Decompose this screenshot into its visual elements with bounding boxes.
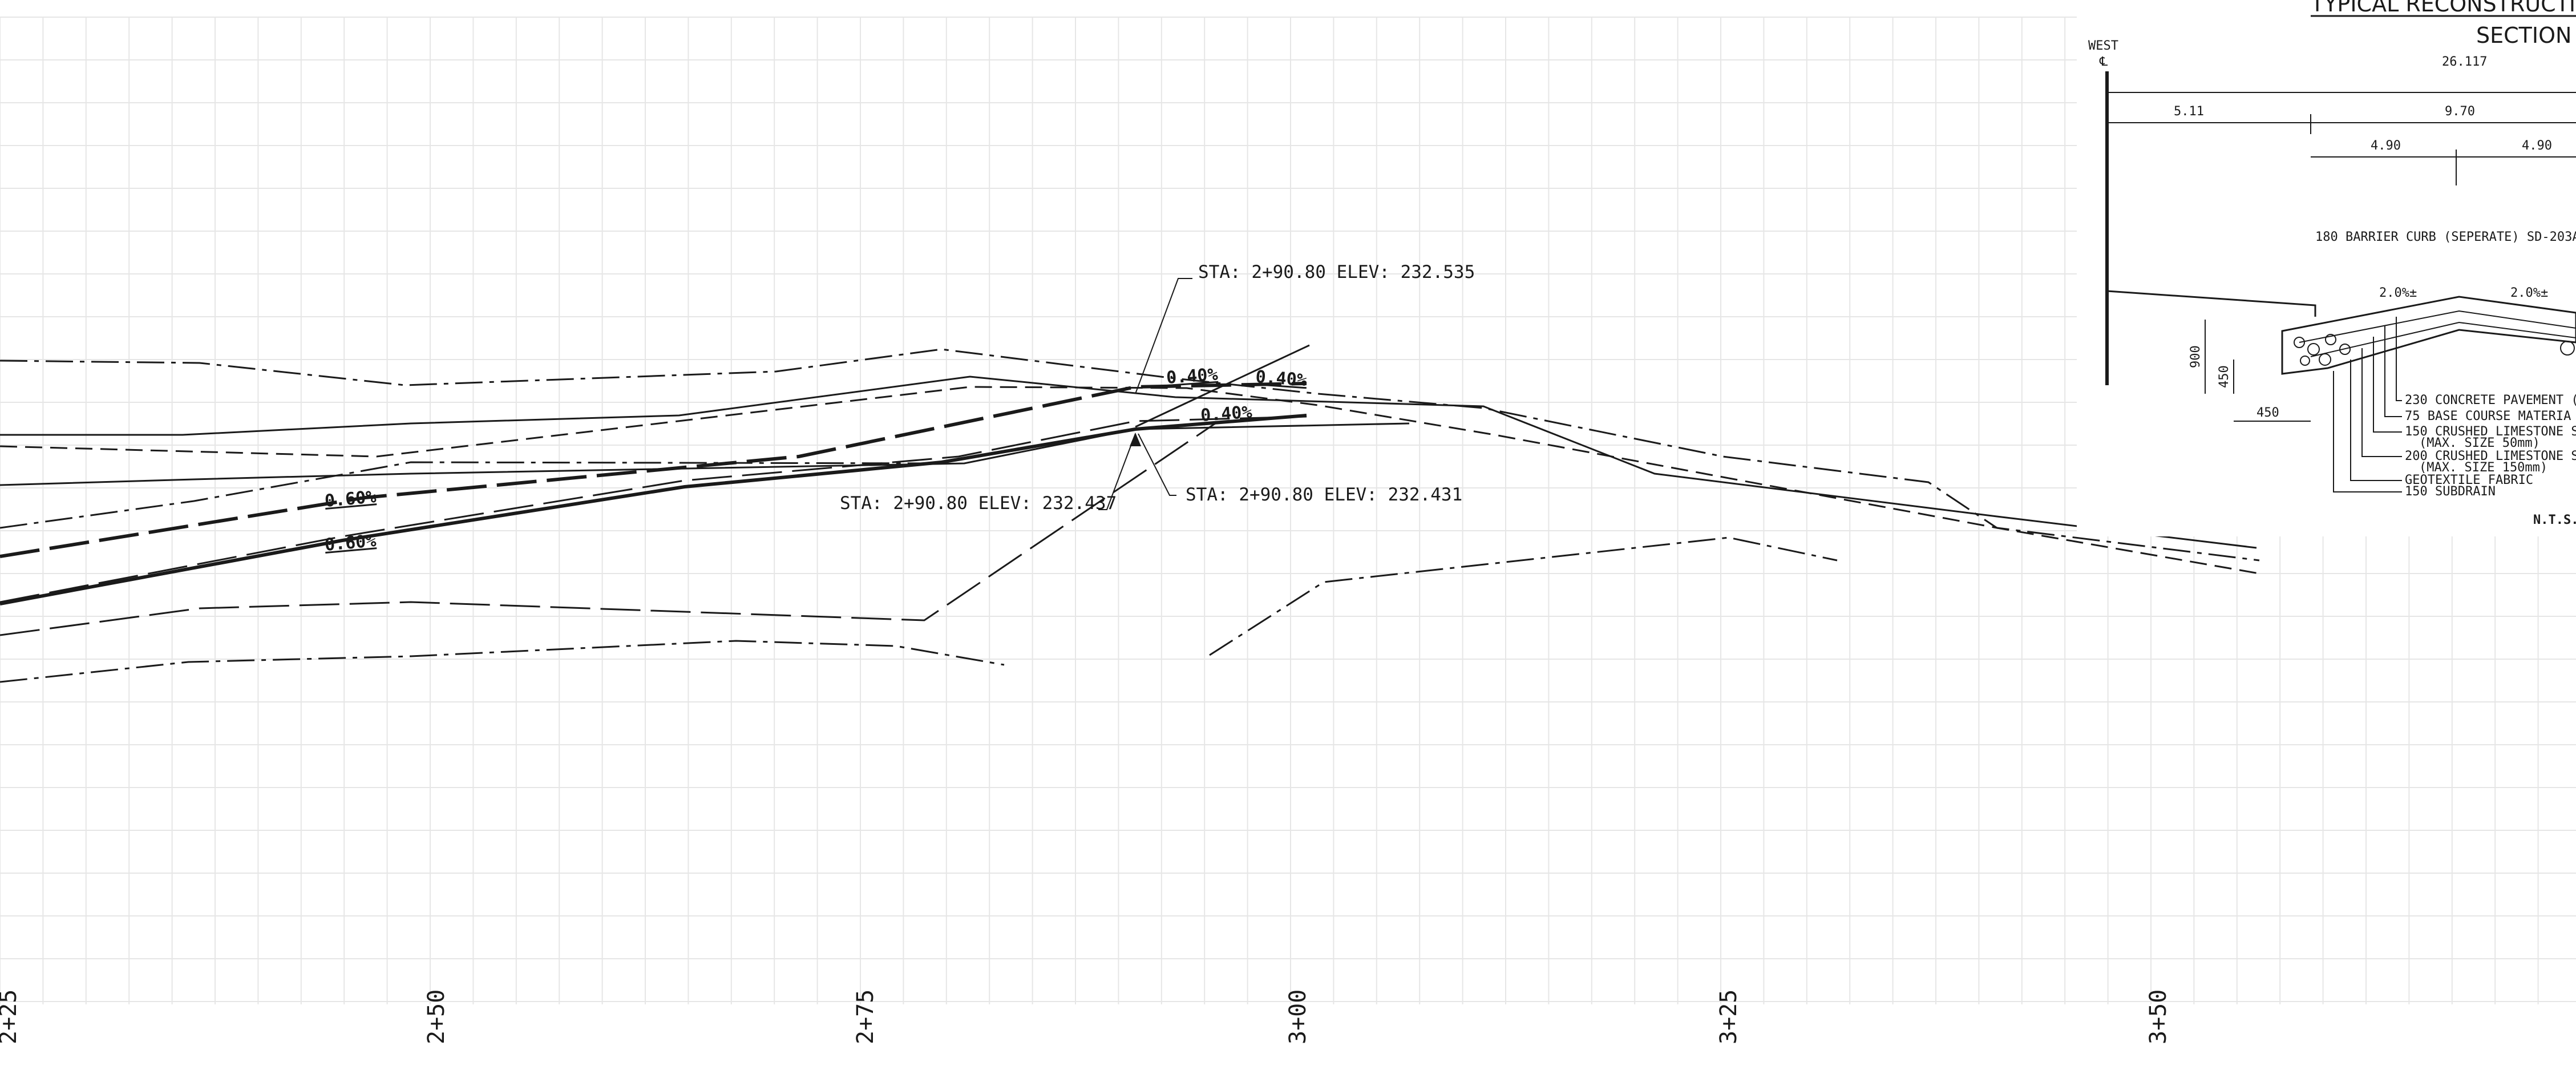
slope-label-1: 2.0%±: [2379, 286, 2417, 300]
leader-line-3: [1138, 434, 1176, 495]
dimension-450-vertical: 450: [2217, 365, 2231, 388]
dimension-total: 26.117: [2442, 55, 2487, 69]
leader-arrowhead: [1130, 433, 1141, 446]
dimension-mid: 9.70: [2445, 104, 2475, 119]
west-label: WEST: [2088, 39, 2118, 53]
elevation-annotation-left: STA: 2+90.80 ELEV: 232.437: [840, 493, 1117, 514]
station-label: 3+50: [2145, 990, 2171, 1044]
dimension-lane-2: 4.90: [2522, 139, 2552, 153]
profile-line-bottom: [0, 641, 1004, 682]
station-label: 2+75: [852, 990, 879, 1044]
station-label: 2+50: [423, 990, 450, 1044]
layer-label: 230 CONCRETE PAVEMENT (: [2405, 393, 2576, 407]
dimension-450-horizontal: 450: [2256, 406, 2279, 420]
profile-line-right-lower: [1210, 538, 1837, 655]
grade-label-2: 0.40%: [1255, 367, 1308, 390]
layer-label: (MAX. SIZE 50mm): [2419, 436, 2540, 450]
slope-label-2: 2.0%±: [2510, 286, 2548, 300]
elevation-annotation-right: STA: 2+90.80 ELEV: 232.431: [1186, 484, 1462, 505]
section-title-line1: TYPICAL RECONSTRUCTI: [2310, 0, 2575, 17]
grade-label-5: 0.60%: [324, 531, 377, 555]
grade-label-1: 0.40%: [1166, 365, 1219, 388]
centerline-label: ℄: [2099, 55, 2108, 69]
dimension-lane-1: 4.90: [2371, 139, 2401, 153]
profile-lines: [0, 278, 2259, 682]
layer-label: 75 BASE COURSE MATERIA: [2405, 409, 2571, 423]
station-label: 3+25: [1716, 990, 1742, 1044]
station-label: 2+25: [0, 990, 22, 1044]
grade-label-3: 0.40%: [1200, 402, 1253, 426]
curb-note: 180 BARRIER CURB (SEPERATE) SD-203A-: [2315, 230, 2576, 244]
layer-label: 150 SUBDRAIN: [2405, 484, 2496, 499]
scale-note: N.T.S.: [2533, 513, 2576, 527]
elevation-annotation-top: STA: 2+90.80 ELEV: 232.535: [1198, 262, 1475, 282]
grade-label-4: 0.60%: [324, 487, 377, 511]
dimension-left: 5.11: [2174, 104, 2204, 119]
station-labels: 2+25 2+50 2+75 3+00 3+25 3+50: [0, 990, 2171, 1044]
station-label: 3+00: [1285, 990, 1311, 1044]
section-title-line2: SECTION: [2476, 23, 2571, 48]
typical-section: TYPICAL RECONSTRUCTI SECTION WEST ℄ 26.1…: [2077, 0, 2576, 536]
dimension-900: 900: [2189, 345, 2203, 368]
